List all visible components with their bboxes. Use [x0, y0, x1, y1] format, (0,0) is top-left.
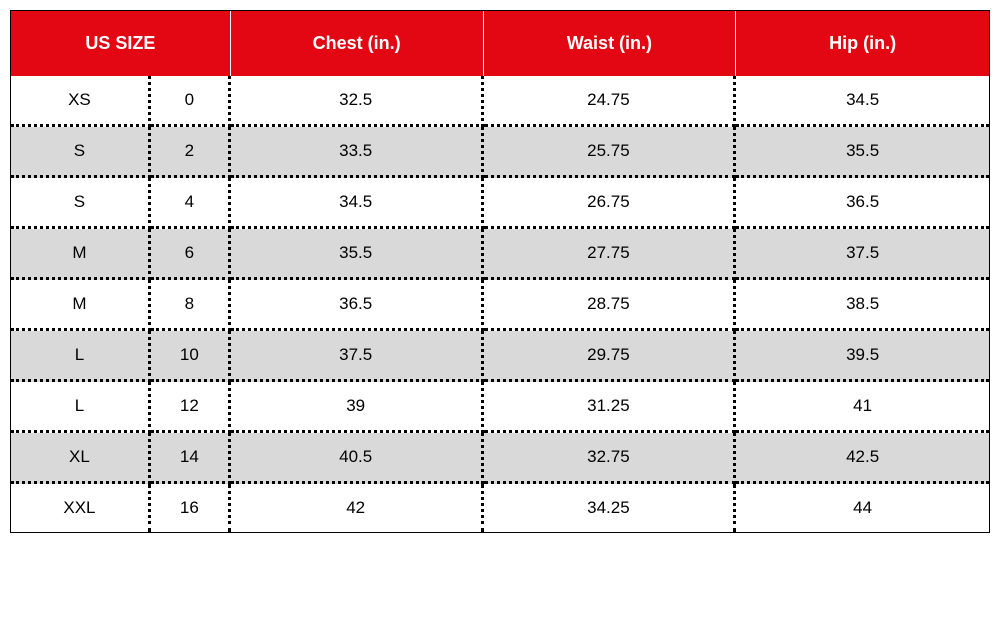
cell-size-label: XL	[11, 433, 151, 484]
cell-size-num: 8	[151, 280, 231, 331]
cell-size-num: 12	[151, 382, 231, 433]
cell-chest: 39	[231, 382, 484, 433]
cell-size-label: S	[11, 178, 151, 229]
cell-size-label: S	[11, 127, 151, 178]
cell-hip: 38.5	[736, 280, 989, 331]
cell-size-num: 14	[151, 433, 231, 484]
cell-hip: 35.5	[736, 127, 989, 178]
cell-chest: 36.5	[231, 280, 484, 331]
cell-size-label: M	[11, 280, 151, 331]
cell-chest: 37.5	[231, 331, 484, 382]
cell-hip: 42.5	[736, 433, 989, 484]
cell-size-label: XXL	[11, 484, 151, 532]
cell-size-label: XS	[11, 76, 151, 127]
cell-hip: 34.5	[736, 76, 989, 127]
table-header: US SIZE Chest (in.) Waist (in.) Hip (in.…	[11, 11, 989, 76]
header-chest: Chest (in.)	[231, 11, 484, 76]
cell-hip: 44	[736, 484, 989, 532]
cell-size-label: L	[11, 382, 151, 433]
header-row: US SIZE Chest (in.) Waist (in.) Hip (in.…	[11, 11, 989, 76]
size-chart-table: US SIZE Chest (in.) Waist (in.) Hip (in.…	[10, 10, 990, 533]
table-row: L123931.2541	[11, 382, 989, 433]
table-row: XXL164234.2544	[11, 484, 989, 532]
cell-waist: 32.75	[484, 433, 737, 484]
cell-chest: 33.5	[231, 127, 484, 178]
cell-size-num: 6	[151, 229, 231, 280]
cell-size-num: 10	[151, 331, 231, 382]
table-row: M836.528.7538.5	[11, 280, 989, 331]
table-row: S233.525.7535.5	[11, 127, 989, 178]
cell-chest: 34.5	[231, 178, 484, 229]
cell-chest: 32.5	[231, 76, 484, 127]
header-hip: Hip (in.)	[736, 11, 989, 76]
cell-waist: 31.25	[484, 382, 737, 433]
table-body: XS032.524.7534.5S233.525.7535.5S434.526.…	[11, 76, 989, 532]
cell-hip: 41	[736, 382, 989, 433]
cell-hip: 37.5	[736, 229, 989, 280]
cell-size-num: 0	[151, 76, 231, 127]
table-row: S434.526.7536.5	[11, 178, 989, 229]
cell-chest: 35.5	[231, 229, 484, 280]
cell-waist: 28.75	[484, 280, 737, 331]
header-us-size: US SIZE	[11, 11, 231, 76]
cell-size-label: M	[11, 229, 151, 280]
cell-chest: 40.5	[231, 433, 484, 484]
table-row: XS032.524.7534.5	[11, 76, 989, 127]
cell-waist: 24.75	[484, 76, 737, 127]
table-row: L1037.529.7539.5	[11, 331, 989, 382]
cell-waist: 25.75	[484, 127, 737, 178]
cell-size-label: L	[11, 331, 151, 382]
cell-waist: 26.75	[484, 178, 737, 229]
cell-waist: 29.75	[484, 331, 737, 382]
header-waist: Waist (in.)	[484, 11, 737, 76]
table-row: M635.527.7537.5	[11, 229, 989, 280]
cell-chest: 42	[231, 484, 484, 532]
cell-size-num: 4	[151, 178, 231, 229]
table-row: XL1440.532.7542.5	[11, 433, 989, 484]
cell-hip: 39.5	[736, 331, 989, 382]
cell-waist: 27.75	[484, 229, 737, 280]
cell-hip: 36.5	[736, 178, 989, 229]
cell-waist: 34.25	[484, 484, 737, 532]
cell-size-num: 16	[151, 484, 231, 532]
cell-size-num: 2	[151, 127, 231, 178]
